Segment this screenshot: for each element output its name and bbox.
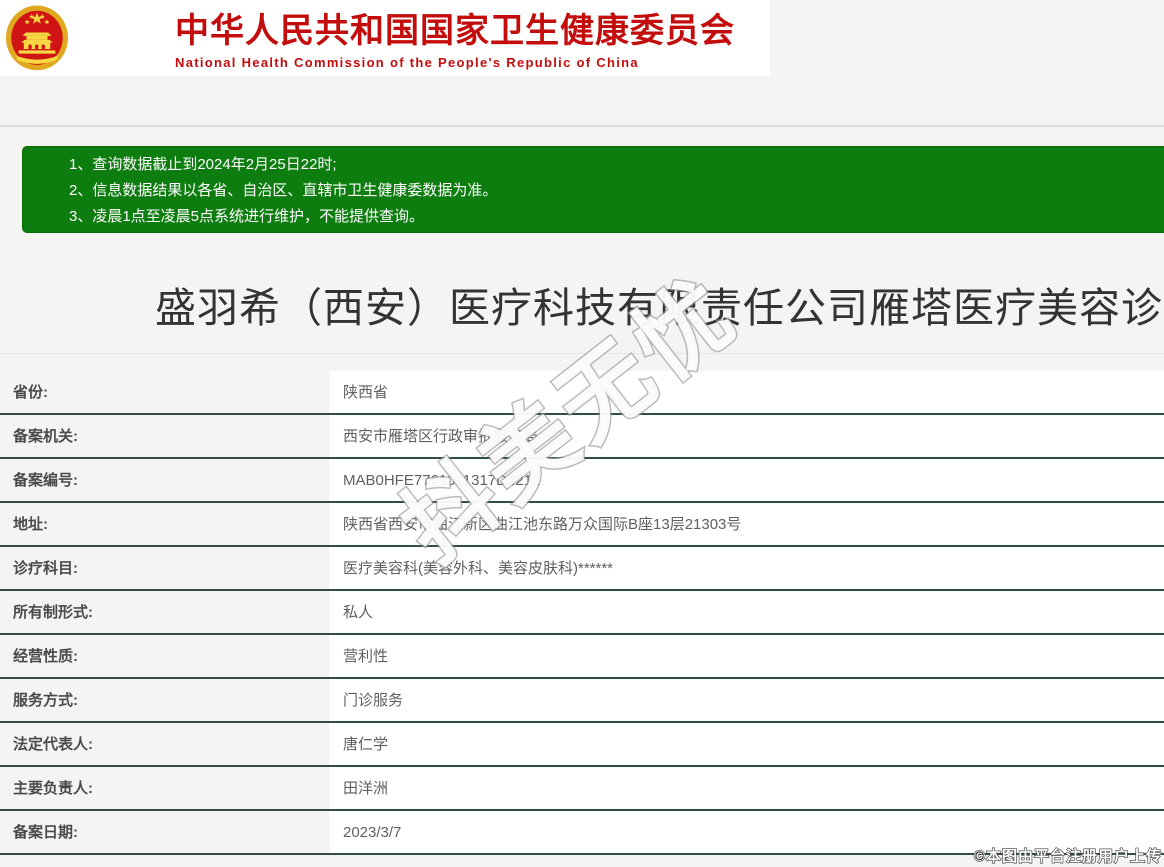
- table-row: 省份: 陕西省: [0, 371, 1164, 415]
- national-emblem-icon: [5, 5, 69, 71]
- table-row: 经营性质: 营利性: [0, 635, 1164, 679]
- table-row: 所有制形式: 私人: [0, 591, 1164, 635]
- field-label: 诊疗科目:: [0, 547, 330, 589]
- site-title-en: National Health Commission of the People…: [175, 55, 639, 70]
- table-row: 服务方式: 门诊服务: [0, 679, 1164, 723]
- field-value: 医疗美容科(美容外科、美容皮肤科)******: [330, 547, 1164, 589]
- field-value: 西安市雁塔区行政审批服务局: [330, 415, 1164, 457]
- notice-list: 1、查询数据截止到2024年2月25日22时; 2、信息数据结果以各省、自治区、…: [23, 147, 1164, 230]
- field-value: MAB0HFE7761011317D2212: [330, 459, 1164, 501]
- field-label: 备案编号:: [0, 459, 330, 501]
- table-row: 主要负责人: 田洋洲: [0, 767, 1164, 811]
- table-row: 地址: 陕西省西安市曲江新区曲江池东路万众国际B座13层21303号: [0, 503, 1164, 547]
- record-title: 盛羽希（西安）医疗科技有限责任公司雁塔医疗美容诊所: [155, 285, 1164, 331]
- table-row: 诊疗科目: 医疗美容科(美容外科、美容皮肤科)******: [0, 547, 1164, 591]
- table-row: 法定代表人: 唐仁学: [0, 723, 1164, 767]
- field-value: 2023/3/7: [330, 811, 1164, 853]
- site-header: 中华人民共和国国家卫生健康委员会 National Health Commiss…: [0, 0, 770, 76]
- field-value: 营利性: [330, 635, 1164, 677]
- field-label: 所有制形式:: [0, 591, 330, 633]
- notice-box: 1、查询数据截止到2024年2月25日22时; 2、信息数据结果以各省、自治区、…: [22, 146, 1164, 233]
- table-row: 备案日期: 2023/3/7: [0, 811, 1164, 855]
- header-divider: [0, 125, 1164, 127]
- field-label: 经营性质:: [0, 635, 330, 677]
- table-row: 备案编号: MAB0HFE7761011317D2212: [0, 459, 1164, 503]
- notice-item: 1、查询数据截止到2024年2月25日22时;: [69, 156, 337, 173]
- footer-watermark: ©本图由平台注册用户上传: [973, 847, 1162, 865]
- table-top-divider: [0, 353, 1164, 354]
- field-value: 唐仁学: [330, 723, 1164, 765]
- field-label: 省份:: [0, 371, 330, 413]
- site-title-zh: 中华人民共和国国家卫生健康委员会: [175, 12, 735, 50]
- site-title-block: 中华人民共和国国家卫生健康委员会 National Health Commiss…: [175, 10, 735, 70]
- field-label: 服务方式:: [0, 679, 330, 721]
- field-label: 主要负责人:: [0, 767, 330, 809]
- field-label: 地址:: [0, 503, 330, 545]
- field-label: 备案机关:: [0, 415, 330, 457]
- field-label: 法定代表人:: [0, 723, 330, 765]
- field-value: 陕西省西安市曲江新区曲江池东路万众国际B座13层21303号: [330, 503, 1164, 545]
- field-value: 门诊服务: [330, 679, 1164, 721]
- field-value: 私人: [330, 591, 1164, 633]
- field-value: 陕西省: [330, 371, 1164, 413]
- field-value: 田洋洲: [330, 767, 1164, 809]
- notice-item: 3、凌晨1点至凌晨5点系统进行维护，不能提供查询。: [69, 208, 425, 225]
- field-label: 备案日期:: [0, 811, 330, 853]
- table-row: 备案机关: 西安市雁塔区行政审批服务局: [0, 415, 1164, 459]
- notice-item: 2、信息数据结果以各省、自治区、直辖市卫生健康委数据为准。: [69, 182, 498, 199]
- record-table: 省份: 陕西省 备案机关: 西安市雁塔区行政审批服务局 备案编号: MAB0HF…: [0, 371, 1164, 855]
